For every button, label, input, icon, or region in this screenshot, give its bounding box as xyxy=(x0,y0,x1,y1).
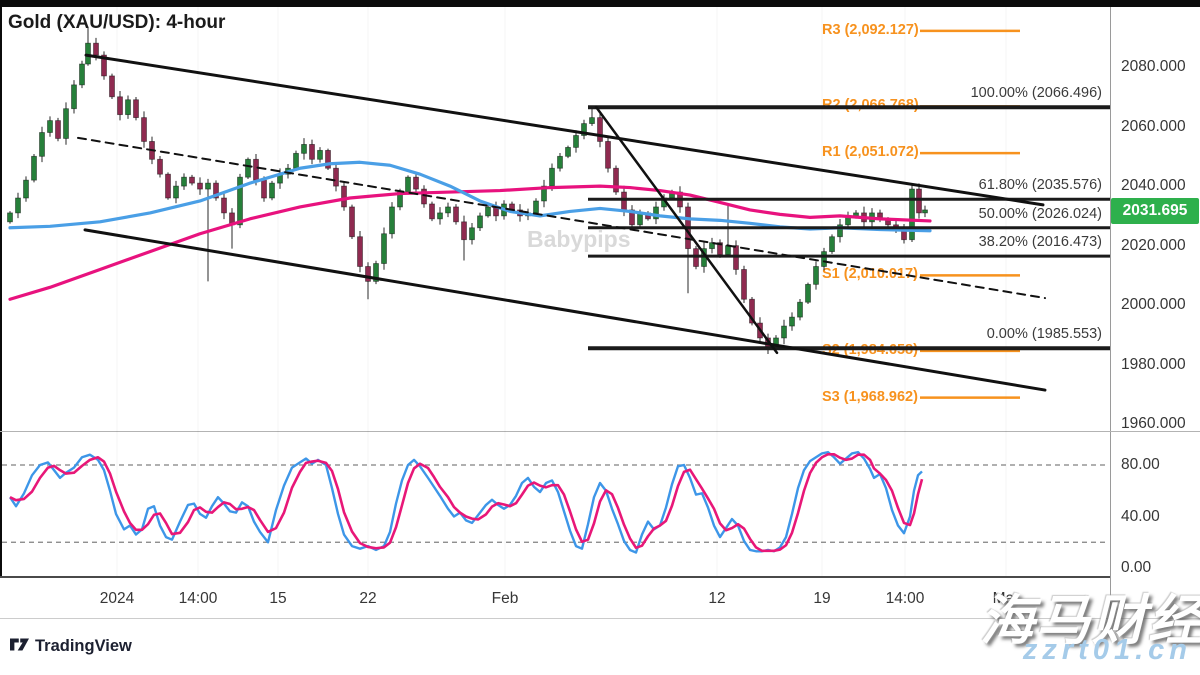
top-border xyxy=(0,0,1200,7)
time-axis-label: 2024 xyxy=(99,590,135,607)
time-axis-label: 15 xyxy=(269,590,287,607)
price-axis-label: 2020.000 xyxy=(1121,236,1186,254)
pivot-level-label: R1 (2,051.072) xyxy=(822,144,919,161)
stoch-axis-label: 0.00 xyxy=(1121,559,1152,576)
babypips-watermark: Babypips xyxy=(527,226,631,252)
chart-bottom-border xyxy=(0,576,1110,578)
tradingview-logo-text: TradingView xyxy=(35,637,132,655)
fib-level-label: 100.00% (2066.496) xyxy=(967,85,1105,102)
fib-level-label: 0.00% (1985.553) xyxy=(983,326,1105,343)
chart-title: Gold (XAU/USD): 4-hour xyxy=(8,12,226,33)
last-price-badge: 2031.695 xyxy=(1111,197,1199,224)
time-axis-label: 22 xyxy=(359,590,377,607)
tradingview-logo-icon xyxy=(10,638,29,651)
pivot-level-label: R3 (2,092.127) xyxy=(822,21,919,38)
brand-watermark-url: zzrt01.cn xyxy=(1022,634,1192,666)
tradingview-logo[interactable]: TradingView xyxy=(10,637,132,656)
pivot-level-label: S1 (2,010.017) xyxy=(822,266,918,283)
time-axis-label: Feb xyxy=(491,590,519,607)
price-axis-label: 2040.000 xyxy=(1121,177,1186,195)
time-axis-label: Mar xyxy=(992,590,1020,607)
left-border xyxy=(0,7,2,577)
price-axis-label: 1980.000 xyxy=(1121,355,1186,373)
fib-level-label: 38.20% (2016.473) xyxy=(975,234,1105,251)
fib-level-label: 61.80% (2035.576) xyxy=(975,177,1105,194)
time-axis-label: 12 xyxy=(708,590,726,607)
price-axis-label: 2080.000 xyxy=(1121,58,1186,75)
time-axis-label: 14:00 xyxy=(885,590,925,607)
time-axis-label: 19 xyxy=(813,590,831,607)
time-axis-border xyxy=(0,618,1200,619)
time-axis-label: 14:00 xyxy=(178,590,218,607)
price-axis-label: 2000.000 xyxy=(1121,296,1186,314)
price-axis-label: 1960.000 xyxy=(1121,415,1186,433)
price-axis-border xyxy=(1110,7,1111,618)
brand-watermark-cn: 海马财经 xyxy=(980,591,1200,651)
stoch-axis-label: 80.00 xyxy=(1121,456,1160,473)
pane-separator xyxy=(0,431,1200,432)
fib-level-label: 50.00% (2026.024) xyxy=(975,205,1105,222)
price-axis-label: 2060.000 xyxy=(1121,117,1186,135)
pivot-level-label: S3 (1,968.962) xyxy=(822,388,918,405)
stoch-axis-label: 40.00 xyxy=(1121,507,1160,525)
